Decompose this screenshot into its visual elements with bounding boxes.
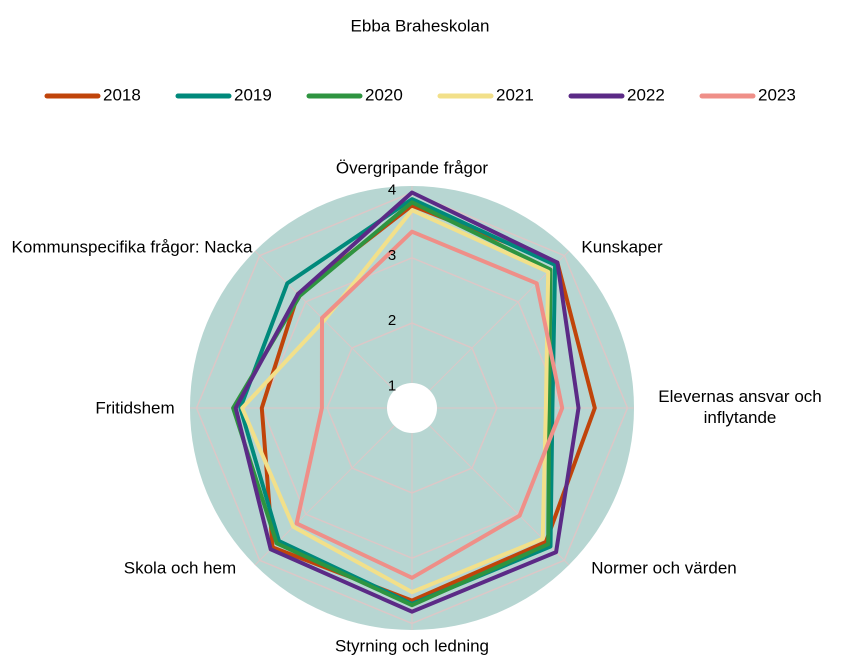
legend-label: 2023 (758, 85, 796, 104)
series-line (294, 229, 565, 580)
series-line (240, 208, 551, 595)
grid-spoke (411, 250, 570, 409)
legend-label: 2020 (365, 85, 403, 104)
grid-spoke (254, 250, 413, 409)
axis-label: Kommunspecifika frågor: Nacka (11, 237, 253, 257)
r-tick-label: 2 (388, 312, 396, 329)
series-line (259, 203, 597, 603)
chart-title: Ebba Braheskolan (351, 16, 490, 35)
grid-spoke (254, 407, 413, 566)
series-line (233, 190, 581, 614)
axis-label: Styrning och ledning (334, 636, 490, 656)
legend-label: 2021 (496, 85, 534, 104)
legend-label: 2019 (234, 85, 272, 104)
axis-label: Normer och värden (591, 558, 737, 578)
axis-label: Fritidshem (95, 398, 175, 418)
axis-label: Övergripande frågor (335, 158, 489, 178)
r-tick-label: 3 (388, 247, 396, 264)
axis-label: Skola och hem (123, 558, 237, 578)
r-tick-label: 1 (388, 377, 396, 394)
axis-label: Kunskaper (581, 237, 663, 257)
legend-label: 2018 (103, 85, 141, 104)
center-hole (387, 383, 437, 433)
axis-label: Elevernas ansvar och inflytande (658, 387, 822, 427)
legend-label: 2022 (627, 85, 665, 104)
r-tick-label: 4 (388, 181, 396, 198)
